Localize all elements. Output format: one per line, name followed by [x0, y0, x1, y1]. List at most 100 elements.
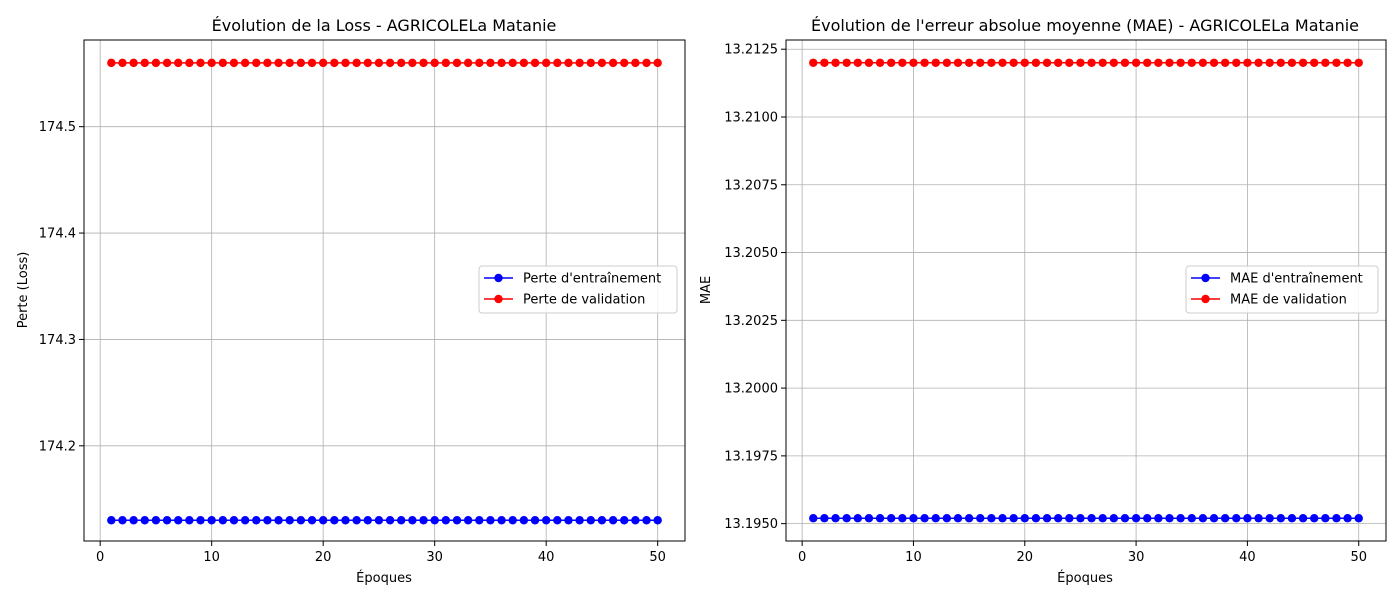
data-point — [1198, 58, 1208, 67]
data-point — [1276, 514, 1286, 523]
data-point — [1209, 58, 1219, 67]
data-point — [653, 58, 662, 68]
data-point — [875, 58, 885, 67]
data-point — [541, 58, 551, 68]
data-point — [898, 58, 907, 67]
legend-box — [478, 265, 678, 314]
legend-marker — [494, 273, 503, 283]
data-point — [1254, 514, 1263, 523]
data-point — [998, 58, 1007, 67]
data-point — [441, 516, 451, 525]
x-tick-label: 0 — [798, 550, 806, 565]
y-axis-label: MAE — [699, 276, 714, 304]
data-point — [597, 58, 607, 68]
data-point — [653, 516, 662, 525]
data-point — [530, 516, 540, 525]
data-point — [987, 514, 996, 523]
legend-label: MAE de validation — [1230, 293, 1347, 308]
data-point — [374, 58, 384, 68]
data-point — [809, 58, 818, 67]
data-point — [631, 58, 640, 68]
data-point — [162, 516, 172, 525]
data-point — [519, 516, 529, 525]
data-point — [185, 58, 194, 68]
data-point — [564, 58, 573, 68]
data-point — [1265, 514, 1274, 523]
x-tick-label: 40 — [1239, 550, 1256, 565]
data-point — [1165, 58, 1174, 67]
data-point — [1065, 514, 1074, 523]
data-point — [842, 58, 851, 67]
data-point — [229, 516, 239, 525]
data-point — [374, 516, 384, 525]
data-point — [1198, 514, 1208, 523]
data-point — [441, 58, 451, 68]
data-point — [385, 516, 395, 525]
data-point — [285, 58, 294, 68]
data-point — [408, 516, 417, 525]
data-point — [976, 58, 985, 67]
data-point — [820, 514, 829, 523]
data-point — [263, 516, 272, 525]
y-tick-label: 174.3 — [39, 333, 76, 348]
data-point — [363, 516, 372, 525]
loss-chart: Évolution de la Loss - AGRICOLELa Matani… — [16, 16, 686, 586]
data-point — [1176, 58, 1185, 67]
data-point — [1031, 58, 1041, 67]
data-point — [1042, 58, 1052, 67]
data-point — [1120, 514, 1130, 523]
data-point — [964, 514, 974, 523]
data-point — [296, 516, 306, 525]
data-point — [185, 516, 194, 525]
data-point — [1287, 514, 1297, 523]
data-point — [463, 516, 473, 525]
data-point — [553, 58, 562, 68]
data-point — [541, 516, 551, 525]
data-point — [1310, 58, 1319, 67]
data-point — [430, 58, 439, 68]
data-point — [976, 514, 985, 523]
y-tick-label: 13.2075 — [724, 178, 778, 193]
x-tick-label: 30 — [1128, 550, 1145, 565]
data-point — [519, 58, 529, 68]
data-point — [408, 58, 417, 68]
data-point — [140, 516, 149, 525]
data-point — [853, 514, 862, 523]
data-point — [486, 516, 495, 525]
data-point — [452, 516, 462, 525]
data-point — [909, 58, 918, 67]
data-point — [140, 58, 149, 68]
data-point — [575, 58, 584, 68]
y-tick-label: 13.2100 — [724, 110, 778, 125]
data-point — [430, 516, 439, 525]
data-point — [909, 514, 918, 523]
data-point — [497, 516, 506, 525]
data-point — [385, 58, 395, 68]
data-point — [1087, 514, 1096, 523]
data-point — [1265, 58, 1274, 67]
data-point — [942, 58, 952, 67]
data-point — [1154, 514, 1163, 523]
data-point — [1020, 58, 1029, 67]
data-point — [285, 516, 294, 525]
data-point — [1009, 514, 1018, 523]
legend-label: Perte d'entraînement — [523, 272, 661, 287]
data-point — [240, 516, 250, 525]
legend-label: MAE d'entraînement — [1230, 272, 1363, 287]
data-point — [252, 58, 261, 68]
data-point — [196, 516, 205, 525]
data-point — [864, 58, 874, 67]
legend-marker — [494, 294, 503, 304]
data-point — [475, 516, 484, 525]
data-point — [218, 516, 228, 525]
y-tick-label: 174.5 — [39, 120, 76, 135]
data-point — [953, 514, 963, 523]
data-point — [1343, 58, 1352, 67]
data-point — [1098, 58, 1107, 67]
data-point — [1065, 58, 1074, 67]
data-point — [174, 58, 183, 68]
legend: MAE d'entraînement MAE de validation — [1185, 265, 1379, 314]
data-point — [1332, 514, 1341, 523]
chart-title: Évolution de l'erreur absolue moyenne (M… — [811, 16, 1359, 35]
data-point — [864, 514, 874, 523]
